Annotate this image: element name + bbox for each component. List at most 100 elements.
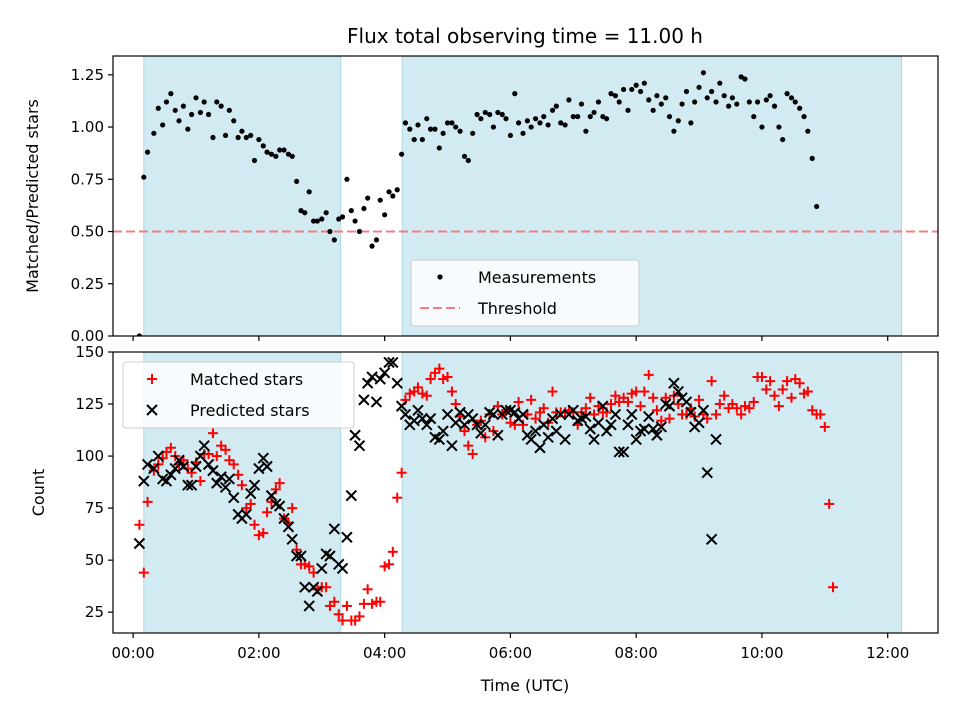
matched-stars-marker xyxy=(635,401,646,412)
matched-stars-marker xyxy=(744,403,755,414)
predicted-stars-marker-b xyxy=(609,408,622,421)
matched-stars-marker xyxy=(824,498,835,509)
matched-stars-marker xyxy=(827,582,838,593)
predicted-stars-marker xyxy=(165,469,177,481)
measurements-marker xyxy=(319,216,325,222)
measurements-marker xyxy=(532,116,539,122)
matched-stars-marker xyxy=(249,519,260,530)
measurements-marker xyxy=(558,120,564,126)
predicted-stars-marker xyxy=(538,419,550,431)
measurements-marker xyxy=(222,132,229,139)
x-axis-label: Time (UTC) xyxy=(480,676,569,695)
predicted-stars-marker xyxy=(261,460,273,473)
measurements-marker xyxy=(189,111,195,118)
measurements-marker xyxy=(797,105,803,111)
predicted-stars-marker xyxy=(141,458,154,471)
predicted-stars-marker xyxy=(366,371,378,383)
predicted-stars-marker-b xyxy=(240,508,253,521)
predicted-stars-marker xyxy=(663,400,676,412)
predicted-stars-marker xyxy=(672,385,685,398)
predicted-stars-marker xyxy=(215,471,227,483)
legend-swatch-b xyxy=(146,404,158,416)
matched-stars-marker xyxy=(396,467,407,478)
measurements-marker xyxy=(277,147,283,153)
predicted-stars-marker-b xyxy=(370,396,383,408)
matched-stars-marker xyxy=(773,401,784,412)
predicted-stars-marker xyxy=(509,406,521,419)
predicted-stars-marker-b xyxy=(559,433,571,446)
legend: Measurements Threshold xyxy=(410,259,640,327)
predicted-stars-marker xyxy=(643,410,655,423)
predicted-stars-marker-b xyxy=(584,423,596,435)
predicted-stars-marker xyxy=(148,462,160,475)
measurements-marker xyxy=(776,124,782,130)
predicted-stars-marker xyxy=(387,356,399,369)
predicted-stars-marker xyxy=(710,433,722,446)
predicted-stars-marker-b xyxy=(622,419,634,431)
predicted-stars-marker xyxy=(223,473,236,485)
matched-stars-marker xyxy=(375,596,386,607)
predicted-stars-marker xyxy=(353,439,366,452)
matched-stars-marker xyxy=(329,596,340,607)
y-tick-label: 0.75 xyxy=(71,170,104,188)
matched-stars-marker xyxy=(513,396,524,407)
predicted-stars-marker xyxy=(597,400,609,412)
predicted-stars-marker xyxy=(248,479,261,491)
measurements-marker xyxy=(583,128,589,134)
measurements-marker xyxy=(683,88,690,95)
predicted-stars-marker-b xyxy=(697,404,710,416)
measurements-marker xyxy=(726,103,732,109)
measurements-marker xyxy=(407,126,413,132)
predicted-stars-marker-b xyxy=(165,469,177,481)
predicted-stars-marker xyxy=(668,377,680,389)
matched-stars-marker xyxy=(211,451,222,462)
predicted-stars-marker xyxy=(600,425,613,437)
predicted-stars-marker-b xyxy=(567,404,579,416)
predicted-stars-marker xyxy=(328,523,341,535)
measurements-marker xyxy=(751,113,757,120)
measurements-marker xyxy=(541,113,547,120)
measurements-marker xyxy=(436,145,442,151)
measurements-marker xyxy=(663,95,669,101)
y-axis-label: Matched/Predicted stars xyxy=(23,99,42,293)
measurements-marker xyxy=(801,113,807,120)
predicted-stars-marker xyxy=(534,442,546,454)
y-tick-label: 25 xyxy=(85,603,104,621)
measurements-marker xyxy=(742,76,748,82)
y-tick-label: 125 xyxy=(75,395,104,413)
matched-stars-marker xyxy=(274,478,285,489)
y-tick-label: 0.00 xyxy=(71,327,104,345)
matched-stars-marker xyxy=(467,448,478,459)
predicted-stars-marker xyxy=(559,433,571,446)
predicted-stars-marker xyxy=(378,367,391,379)
y-tick-label: 150 xyxy=(75,343,104,361)
predicted-stars-marker xyxy=(487,408,500,421)
predicted-stars-marker xyxy=(655,421,668,433)
predicted-stars-marker-b xyxy=(349,429,361,441)
predicted-stars-marker xyxy=(605,419,617,431)
measurements-marker xyxy=(197,109,204,116)
predicted-stars-marker-b xyxy=(361,377,374,389)
measurements-marker xyxy=(666,113,673,120)
y-tick-label: 0.25 xyxy=(71,275,104,293)
measurements-marker xyxy=(788,95,795,101)
y-tick-label: 1.00 xyxy=(71,118,104,136)
predicted-stars-marker xyxy=(588,433,600,446)
matched-stars-marker xyxy=(186,467,197,478)
predicted-stars-marker xyxy=(454,406,466,419)
predicted-stars-marker xyxy=(412,404,424,416)
predicted-stars-marker-b xyxy=(592,417,605,429)
measurements-marker xyxy=(629,86,635,93)
predicted-stars-marker xyxy=(647,423,659,435)
predicted-stars-marker-b xyxy=(693,417,705,429)
measurements-marker xyxy=(432,126,438,132)
matched-stars-marker xyxy=(765,376,776,387)
predicted-stars-marker-b xyxy=(421,419,433,431)
measurements-marker xyxy=(616,99,622,105)
predicted-stars-marker-b xyxy=(311,585,324,598)
measurements-marker xyxy=(365,195,371,201)
predicted-stars-marker-b xyxy=(647,423,659,435)
measurements-marker xyxy=(507,132,514,139)
predicted-stars-marker-b xyxy=(475,427,487,439)
predicted-stars-marker xyxy=(303,600,315,612)
